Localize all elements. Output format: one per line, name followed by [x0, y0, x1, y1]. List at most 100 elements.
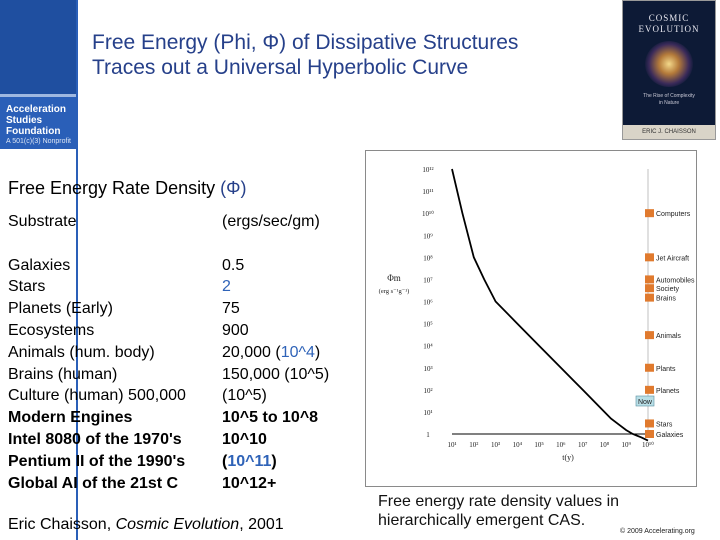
- row-value: 2: [222, 276, 231, 298]
- row-substrate: Pentium II of the 1990's: [8, 452, 186, 470]
- row-value-text: (10^5): [222, 387, 267, 405]
- system-label: Planets: [656, 388, 680, 395]
- system-bar: [645, 293, 654, 302]
- book-subtitle-line-2: in Nature: [658, 100, 680, 106]
- row-value-text: 150,000 (10^5): [222, 365, 330, 383]
- row-value-text: 20,000 (: [222, 343, 281, 361]
- y-tick-label: 10¹: [423, 409, 432, 417]
- left-divider: [76, 0, 78, 540]
- row-value: 900: [222, 320, 249, 342]
- logo-line-4: A 501(c)(3) Nonprofit: [6, 138, 71, 145]
- energy-chart: 10¹² 10¹¹ 10¹⁰ 10⁹ 10⁸ 10⁷ 10⁶ 10⁵ 10⁴ 10³ 10² 10¹ 1…: [379, 166, 695, 462]
- row-value-text: (: [222, 452, 228, 470]
- x-tick-label: 10⁵: [534, 441, 544, 449]
- row-value: (10^11): [222, 451, 277, 473]
- row-value-text: 10^5 to 10^8: [222, 409, 319, 427]
- system-bar: [645, 430, 654, 438]
- system-label: Computers: [656, 211, 691, 218]
- book-title-line-1: COSMIC: [648, 13, 690, 23]
- y-tick-label: 10³: [423, 365, 432, 373]
- row-value: 10^5 to 10^8: [222, 407, 318, 429]
- galaxy-image: [645, 41, 693, 87]
- x-tick-label: 10⁶: [556, 441, 566, 449]
- y-tick-label: 10⁸: [423, 254, 433, 262]
- heading-text: Free Energy Rate Density: [8, 178, 221, 198]
- x-tick-label: 10⁸: [600, 441, 610, 449]
- system-bar: [645, 209, 654, 218]
- row-value-text: 0.5: [222, 256, 245, 274]
- book-cover: COSMIC EVOLUTION The Rise of Complexity …: [622, 0, 716, 140]
- row-value: 10^12+: [222, 473, 276, 495]
- y-axis-label: Φm: [387, 273, 401, 283]
- header-unit: (ergs/sec/gm): [222, 213, 320, 230]
- heading-phi: (Φ): [220, 178, 247, 198]
- y-tick-label: 10⁶: [423, 299, 433, 307]
- row-substrate: Stars: [8, 278, 46, 296]
- row-value-highlight: 10^11: [227, 452, 272, 470]
- x-tick-label: 10³: [491, 441, 500, 449]
- chart-panel: 10¹² 10¹¹ 10¹⁰ 10⁹ 10⁸ 10⁷ 10⁶ 10⁵ 10⁴ 10³ 10² 10¹ 1…: [365, 150, 697, 487]
- row-value-text: 900: [222, 321, 249, 339]
- row-value-text: 10^12+: [222, 474, 277, 492]
- system-bar: [645, 331, 654, 340]
- y-tick-label: 10¹¹: [422, 188, 433, 196]
- source-citation: Eric Chaisson, Cosmic Evolution, 2001: [8, 516, 284, 534]
- row-value: 10^10: [222, 429, 267, 451]
- title-line-2: Traces out a Universal Hyperbolic Curve: [92, 56, 469, 79]
- y-tick-label: 1: [426, 431, 430, 439]
- book-author: ERIC J. CHAISSON: [623, 125, 715, 139]
- row-value: 20,000 (10^4): [222, 342, 320, 364]
- x-tick-label: 10⁷: [578, 441, 588, 449]
- chart-caption: Free energy rate density values in hiera…: [378, 493, 620, 529]
- row-substrate: Brains (human): [8, 365, 118, 383]
- row-value-text: 10^10: [222, 430, 267, 448]
- row-value-end: ): [314, 343, 321, 361]
- y-tick-label: 10¹⁰: [422, 210, 434, 218]
- row-substrate: Animals (hum. body): [8, 343, 155, 361]
- row-substrate: Intel 8080 of the 1970's: [8, 430, 182, 448]
- x-tick-label: 10⁹: [621, 441, 631, 449]
- now-marker: [635, 395, 655, 407]
- hyperbolic-curve: [451, 168, 649, 442]
- row-value-text: 2: [222, 278, 231, 296]
- book-subtitle-line-1: The Rise of Complexity: [643, 93, 695, 99]
- row-value: 150,000 (10^5): [222, 364, 329, 386]
- system-label: Galaxies: [656, 432, 684, 439]
- slide-title: Free Energy (Phi, Φ) of Dissipative Stru…: [92, 30, 622, 80]
- row-substrate: Ecosystems: [8, 321, 95, 339]
- row-substrate: Culture (human) 500,000: [8, 387, 186, 405]
- logo-line-3: Foundation: [6, 126, 61, 137]
- section-heading: Free Energy Rate Density (Φ): [8, 178, 246, 199]
- copyright: © 2009 Accelerating.org: [620, 528, 695, 535]
- x-tick-label: 10⁴: [513, 441, 523, 449]
- y-tick-label: 10⁹: [423, 232, 433, 240]
- y-tick-label: 10²: [423, 387, 432, 395]
- system-label: Brains: [656, 296, 676, 303]
- logo-line-1: Acceleration: [6, 104, 67, 115]
- source-book: Cosmic Evolution: [115, 516, 240, 533]
- source-author: Eric Chaisson,: [8, 516, 116, 533]
- system-bar: [645, 275, 654, 284]
- now-label: Now: [638, 399, 653, 406]
- system-bar: [645, 253, 654, 262]
- system-label: Plants: [656, 366, 676, 373]
- y-tick-label: 10⁵: [423, 321, 433, 329]
- row-substrate: Global AI of the 21st C: [8, 474, 179, 492]
- system-bar: [645, 385, 654, 394]
- system-bar: [645, 284, 654, 293]
- y-tick-label: 10⁴: [423, 343, 433, 351]
- row-substrate: Planets (Early): [8, 300, 113, 318]
- row-value-end: ): [271, 452, 277, 470]
- system-label: Animals: [656, 333, 681, 340]
- header-substrate: Substrate: [8, 213, 77, 230]
- book-title-line-2: EVOLUTION: [638, 24, 700, 34]
- system-label: Stars: [656, 421, 673, 428]
- system-bar: [645, 363, 654, 372]
- system-bar: [645, 419, 654, 428]
- y-tick-label: 10¹²: [422, 166, 433, 174]
- row-substrate: Galaxies: [8, 256, 71, 274]
- logo-text-block: [0, 97, 76, 149]
- book-subtitle: The Rise of Complexity in Nature: [623, 93, 715, 107]
- x-tick-label: 10¹⁰: [642, 441, 654, 449]
- system-label: Automobiles: [656, 277, 695, 284]
